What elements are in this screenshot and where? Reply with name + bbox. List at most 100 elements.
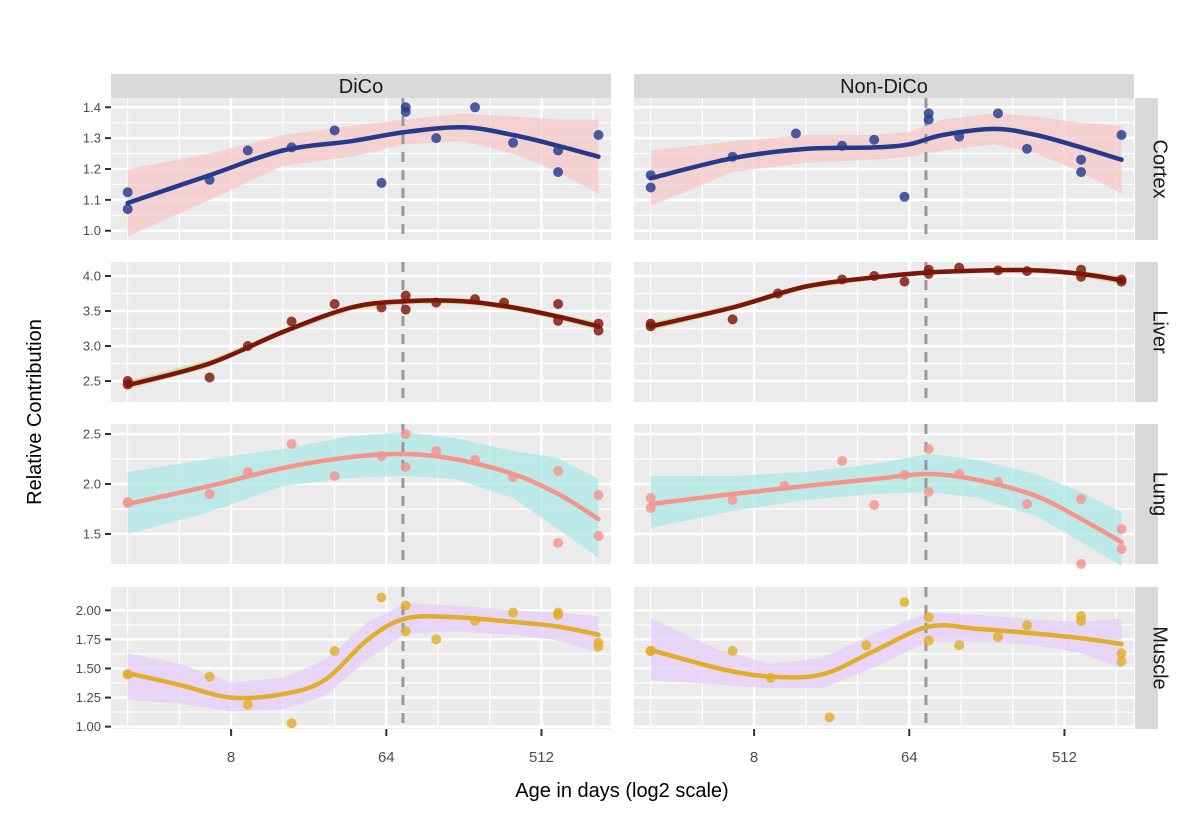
data-point [376, 177, 387, 188]
data-point [1116, 648, 1127, 659]
data-point [869, 500, 880, 510]
data-point [727, 646, 738, 656]
smooth-line [125, 613, 601, 701]
data-point [993, 632, 1003, 642]
panel-muscle-dico: 1.00 1.25 1.50 1.75 2.00 8 64 512 [76, 587, 611, 766]
row-strip-label: Lung [1149, 472, 1171, 517]
data-point [204, 671, 215, 682]
row-strip-label: Cortex [1149, 140, 1171, 199]
data-point [329, 646, 340, 656]
data-point [400, 304, 411, 315]
data-point [329, 125, 340, 136]
y-tick-label: 1.1 [83, 192, 101, 207]
row-strip-bg [1135, 424, 1158, 564]
smooth-line [125, 298, 601, 388]
data-point [954, 640, 965, 651]
data-point [508, 137, 519, 148]
row-strip-lung: Lung [1135, 424, 1171, 564]
data-point [1116, 130, 1127, 140]
panel-lung-nondico [634, 424, 1134, 569]
data-point [993, 108, 1003, 119]
data-point [431, 634, 442, 645]
y-tick-label: 2.5 [83, 374, 101, 389]
data-point [553, 538, 564, 548]
data-point [861, 640, 872, 651]
smooth-line [648, 267, 1124, 329]
data-point [400, 626, 411, 637]
data-point [431, 446, 442, 456]
row-strip-muscle: Muscle [1135, 587, 1171, 729]
data-point [204, 489, 215, 499]
data-point [1076, 494, 1087, 504]
x-tick-label: 8 [750, 749, 758, 766]
smooth-line [125, 451, 601, 522]
data-point [553, 299, 564, 309]
x-tick-label: 512 [529, 749, 554, 766]
row-strip-liver: Liver [1135, 262, 1171, 402]
row-strip-label: Muscle [1149, 626, 1171, 689]
y-tick-label: 1.00 [76, 719, 101, 734]
panel-lung-dico: 1.5 2.0 2.5 [83, 424, 611, 564]
data-point [376, 592, 387, 603]
y-tick-label: 1.25 [76, 690, 101, 705]
data-point [593, 641, 604, 652]
data-point [899, 191, 910, 202]
column-strip-bg [634, 74, 1134, 98]
data-point [923, 444, 934, 454]
data-point [593, 531, 604, 541]
smooth-line [648, 471, 1124, 545]
smooth-line [648, 622, 1124, 680]
data-point [1116, 656, 1127, 667]
data-point [508, 607, 519, 618]
smooth-line [125, 125, 601, 206]
data-point [645, 182, 656, 193]
data-point [242, 145, 253, 156]
data-point [593, 130, 604, 140]
data-point [1022, 620, 1032, 631]
x-tick-label: 512 [1052, 749, 1077, 766]
y-axis-title: Relative Contribution [24, 319, 46, 505]
y-tick-label: 1.5 [83, 527, 101, 542]
panel-liver-nondico [634, 262, 1134, 402]
data-point [329, 299, 340, 309]
column-strip-non-dico: Non-DiCo [634, 74, 1134, 98]
data-point [645, 493, 656, 503]
data-point [286, 439, 297, 449]
smooth-line [648, 126, 1124, 181]
row-strip-label: Liver [1149, 310, 1171, 354]
row-strip-bg [1135, 98, 1158, 240]
data-point [242, 699, 253, 710]
y-tick-label: 1.4 [83, 100, 101, 115]
y-tick-label: 1.50 [76, 661, 101, 676]
data-point [790, 128, 801, 139]
column-strip-label: DiCo [339, 76, 383, 98]
column-strip-dico: DiCo [111, 74, 611, 98]
data-point [400, 462, 411, 472]
panel-liver-dico: 2.5 3.0 3.5 4.0 [83, 262, 611, 402]
y-tick-label: 2.0 [83, 477, 101, 492]
data-point [1022, 499, 1032, 509]
x-tick-label: 64 [378, 749, 395, 766]
data-point [1076, 559, 1087, 569]
data-point [824, 712, 835, 723]
x-tick-label: 8 [227, 749, 235, 766]
data-point [329, 471, 340, 481]
data-point [400, 600, 411, 611]
data-point [837, 456, 848, 466]
column-strip-label: Non-DiCo [840, 76, 928, 98]
confidence-band [127, 603, 599, 712]
data-point [122, 204, 133, 215]
data-point [400, 429, 411, 439]
data-point [923, 635, 934, 646]
data-point [400, 290, 411, 301]
y-tick-label: 2.00 [76, 603, 101, 618]
x-tick-label: 64 [901, 749, 918, 766]
data-point [431, 133, 442, 144]
panel-background [634, 262, 1134, 402]
data-point [923, 487, 934, 497]
data-point [869, 134, 880, 145]
data-point [400, 106, 411, 117]
data-point [553, 466, 564, 476]
